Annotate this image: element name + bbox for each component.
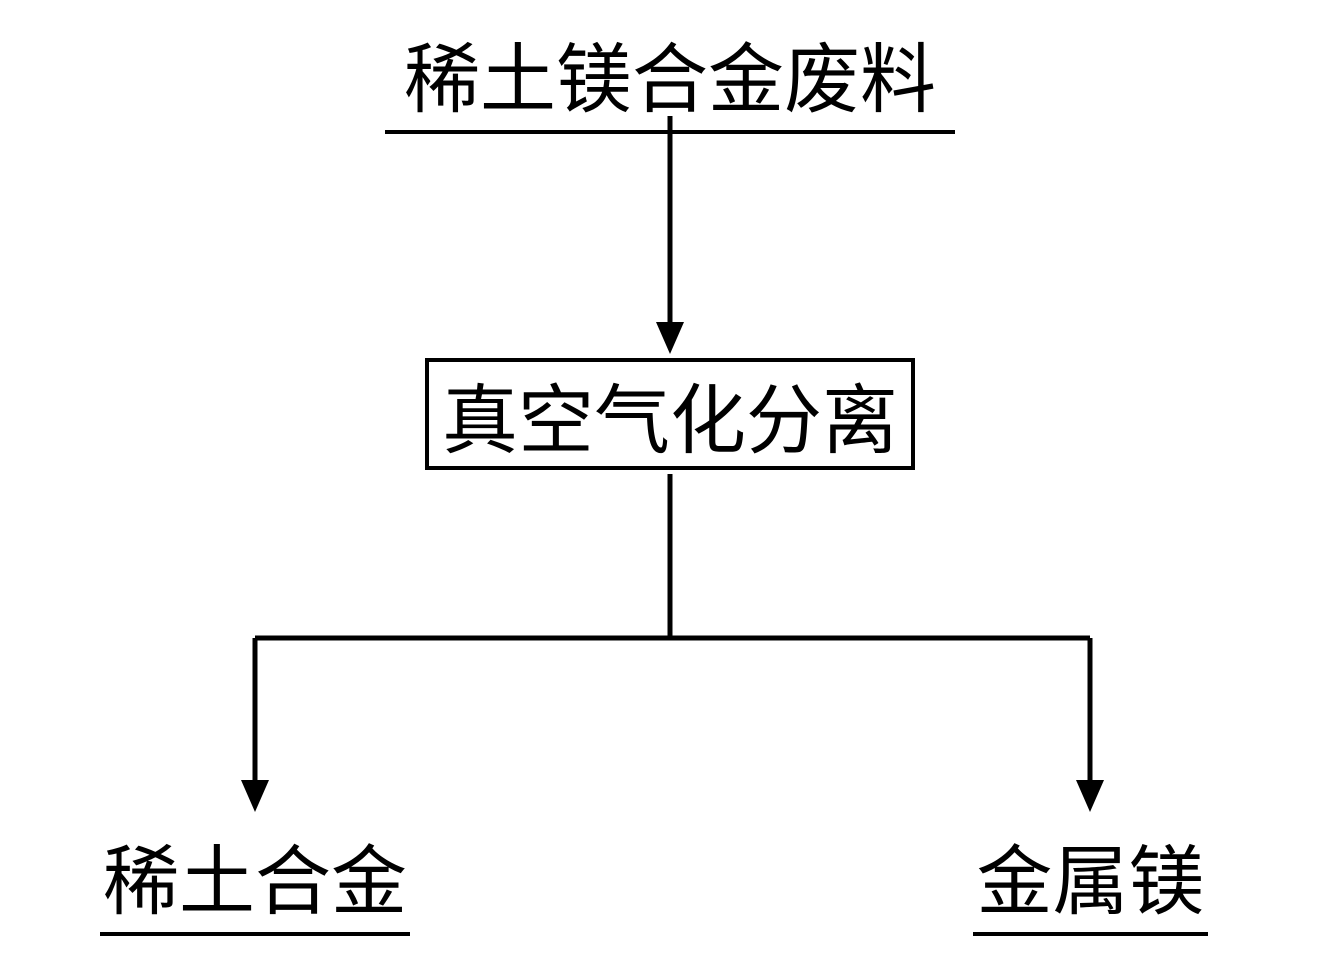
output-right-node: 金属镁 [973, 820, 1208, 936]
output-left-node: 稀土合金 [100, 820, 410, 936]
